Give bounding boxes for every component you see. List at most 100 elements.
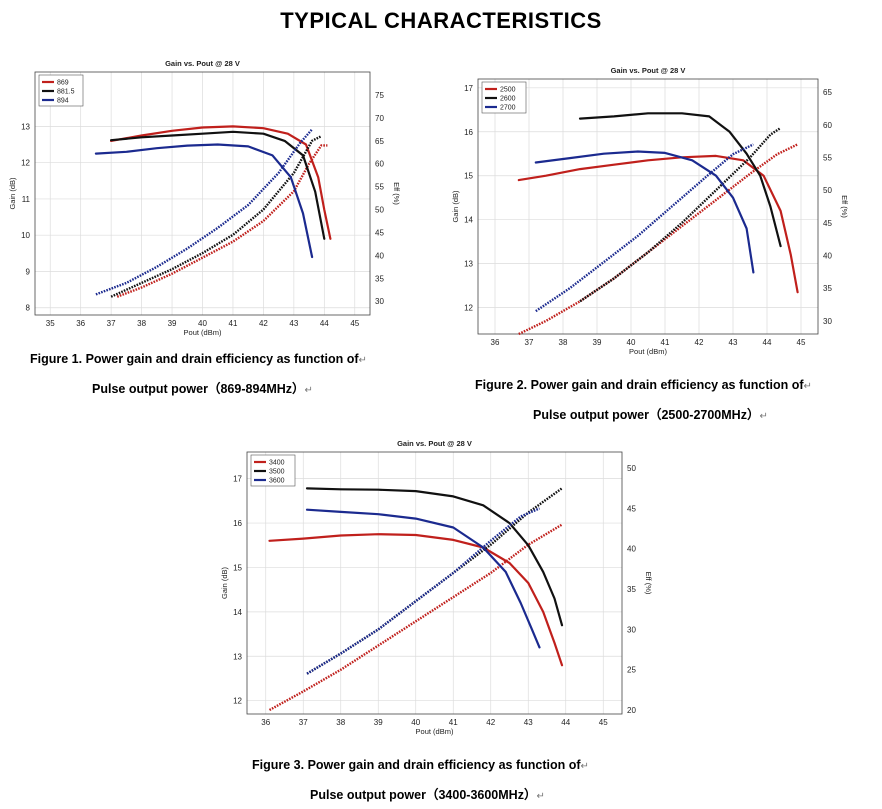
page-heading: TYPICAL CHARACTERISTICS	[280, 8, 602, 33]
y2-tick-label: 75	[375, 91, 384, 100]
y2-tick-label: 40	[823, 252, 832, 261]
y2-axis-label: Eff (%)	[644, 572, 653, 595]
y-tick-label: 16	[233, 519, 242, 528]
y-tick-label: 15	[233, 563, 242, 572]
y2-tick-label: 65	[823, 88, 832, 97]
y2-axis-label: Eff (%)	[392, 182, 401, 205]
y2-tick-label: 35	[627, 585, 636, 594]
y-tick-label: 9	[26, 267, 31, 276]
y2-tick-label: 60	[375, 160, 384, 169]
x-tick-label: 38	[137, 319, 146, 328]
y2-tick-label: 50	[375, 206, 384, 215]
x-tick-label: 44	[763, 338, 772, 347]
y-tick-label: 10	[21, 231, 30, 240]
x-tick-label: 43	[524, 718, 533, 727]
y-tick-label: 14	[464, 216, 473, 225]
chart-title: Gain vs. Pout @ 28 V	[397, 439, 472, 448]
x-tick-label: 43	[729, 338, 738, 347]
y2-tick-label: 65	[375, 137, 384, 146]
y-axis-label: Gain (dB)	[220, 566, 229, 599]
y-tick-label: 13	[21, 122, 30, 131]
gain-line-3600	[305, 508, 541, 649]
x-tick-label: 39	[374, 718, 383, 727]
efficiency-line-3400	[268, 523, 563, 712]
y-tick-label: 13	[464, 260, 473, 269]
plot-frame	[477, 78, 819, 335]
gain-line-2500	[517, 154, 799, 294]
y-tick-label: 16	[464, 128, 473, 137]
figure2-caption-line2: Pulse output power（2500-2700MHz）↵	[533, 408, 768, 422]
plot-area	[478, 79, 818, 334]
y2-tick-label: 45	[627, 504, 636, 513]
y2-tick-label: 45	[375, 228, 384, 237]
plot-area	[247, 452, 622, 714]
gain-line-2700	[534, 150, 755, 274]
y-tick-label: 12	[233, 697, 242, 706]
legend-label-869: 869	[57, 80, 69, 87]
gain-line-881.5	[109, 130, 326, 240]
chart-title: Gain vs. Pout @ 28 V	[165, 59, 240, 68]
y-axis-label: Gain (dB)	[451, 190, 460, 223]
figure3-caption-line1: Figure 3. Power gain and drain efficienc…	[252, 758, 589, 772]
y2-tick-label: 35	[823, 284, 832, 293]
y-tick-label: 13	[233, 652, 242, 661]
x-tick-label: 37	[525, 338, 534, 347]
legend-label-2500: 2500	[500, 87, 516, 94]
x-tick-label: 45	[599, 718, 608, 727]
y2-tick-label: 30	[627, 625, 636, 634]
figure1-caption-line2: Pulse output power（869-894MHz）↵	[92, 382, 313, 396]
y-tick-label: 14	[233, 608, 242, 617]
x-tick-label: 44	[320, 319, 329, 328]
y2-tick-label: 45	[823, 219, 832, 228]
x-tick-label: 36	[261, 718, 270, 727]
y2-tick-label: 25	[627, 666, 636, 675]
y2-tick-label: 60	[823, 121, 832, 130]
figure2-caption-line1: Figure 2. Power gain and drain efficienc…	[475, 378, 812, 392]
chart-869-894mhz: 35 36 37 38 39 40 41 42 43 44 45 8 9 10 11 12 13 30 35 40 45…	[8, 59, 401, 337]
x-tick-label: 42	[486, 718, 495, 727]
legend-label-3500: 3500	[269, 469, 285, 476]
plot-frame	[246, 451, 623, 715]
y-tick-label: 15	[464, 172, 473, 181]
x-tick-label: 36	[76, 319, 85, 328]
y2-tick-label: 55	[375, 183, 384, 192]
legend-label-881.5: 881.5	[57, 89, 75, 96]
x-axis-label: Pout (dBm)	[184, 328, 222, 337]
gain-line-869	[109, 125, 332, 240]
x-tick-label: 44	[561, 718, 570, 727]
x-tick-label: 38	[559, 338, 568, 347]
x-axis-label: Pout (dBm)	[629, 347, 667, 356]
x-tick-label: 43	[289, 319, 298, 328]
x-tick-label: 40	[198, 319, 207, 328]
x-tick-label: 40	[411, 718, 420, 727]
y2-tick-label: 40	[375, 251, 384, 260]
plot-frame	[34, 71, 371, 316]
legend-label-3600: 3600	[269, 478, 285, 485]
x-tick-label: 38	[336, 718, 345, 727]
x-tick-label: 45	[797, 338, 806, 347]
y2-tick-label: 40	[627, 545, 636, 554]
x-tick-label: 36	[491, 338, 500, 347]
x-tick-label: 45	[350, 319, 359, 328]
y-tick-label: 17	[464, 84, 473, 93]
y-axis-label: Gain (dB)	[8, 177, 17, 210]
gain-line-3500	[305, 487, 564, 627]
x-tick-label: 37	[299, 718, 308, 727]
legend-label-2700: 2700	[500, 105, 516, 112]
x-tick-label: 41	[661, 338, 670, 347]
x-axis-label: Pout (dBm)	[416, 727, 454, 736]
gain-line-3400	[268, 533, 564, 667]
y2-tick-label: 30	[375, 297, 384, 306]
y2-tick-label: 30	[823, 317, 832, 326]
x-tick-label: 41	[229, 319, 238, 328]
x-tick-label: 41	[449, 718, 458, 727]
chart-2500-2700mhz: 36 37 38 39 40 41 42 43 44 45 12 13 14 15 16 17 30 35 40 45…	[451, 66, 849, 356]
legend-label-3400: 3400	[269, 460, 285, 467]
gain-line-2600	[578, 112, 782, 248]
x-tick-label: 42	[259, 319, 268, 328]
legend-label-894: 894	[57, 98, 69, 105]
y2-tick-label: 35	[375, 274, 384, 283]
y-tick-label: 12	[21, 159, 30, 168]
y2-tick-label: 55	[823, 153, 832, 162]
x-tick-label: 37	[107, 319, 116, 328]
